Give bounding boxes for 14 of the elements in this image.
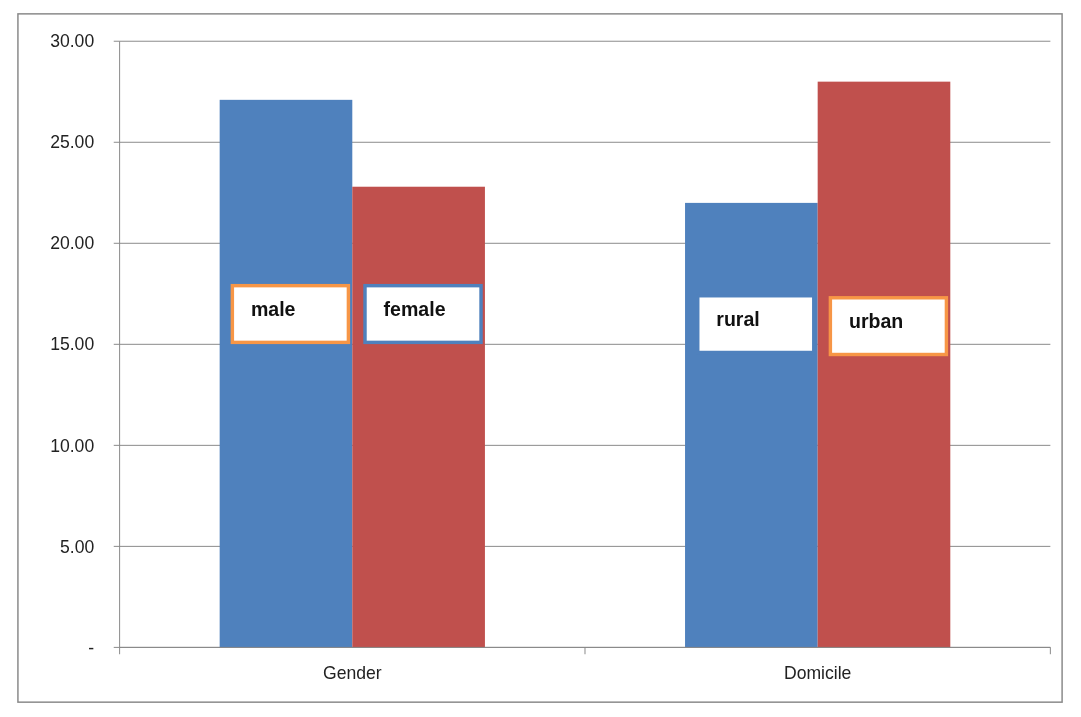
annotation: rural xyxy=(716,308,760,331)
y-tick-label: 5.00 xyxy=(59,536,95,557)
x-tick-label: Domicile xyxy=(783,662,852,683)
y-tick-label: 30.00 xyxy=(50,31,95,52)
y-tick-label: 10.00 xyxy=(50,435,95,456)
y-tick-label: - xyxy=(88,637,95,658)
annotation: male xyxy=(250,297,296,320)
x-tick-label: Gender xyxy=(322,662,382,683)
annotation: female xyxy=(383,297,446,320)
y-tick-label: 15.00 xyxy=(50,334,95,355)
y-tick-label: 25.00 xyxy=(50,132,95,153)
bar xyxy=(817,81,951,648)
annotation: urban xyxy=(848,310,904,333)
y-tick-label: 20.00 xyxy=(50,233,95,254)
